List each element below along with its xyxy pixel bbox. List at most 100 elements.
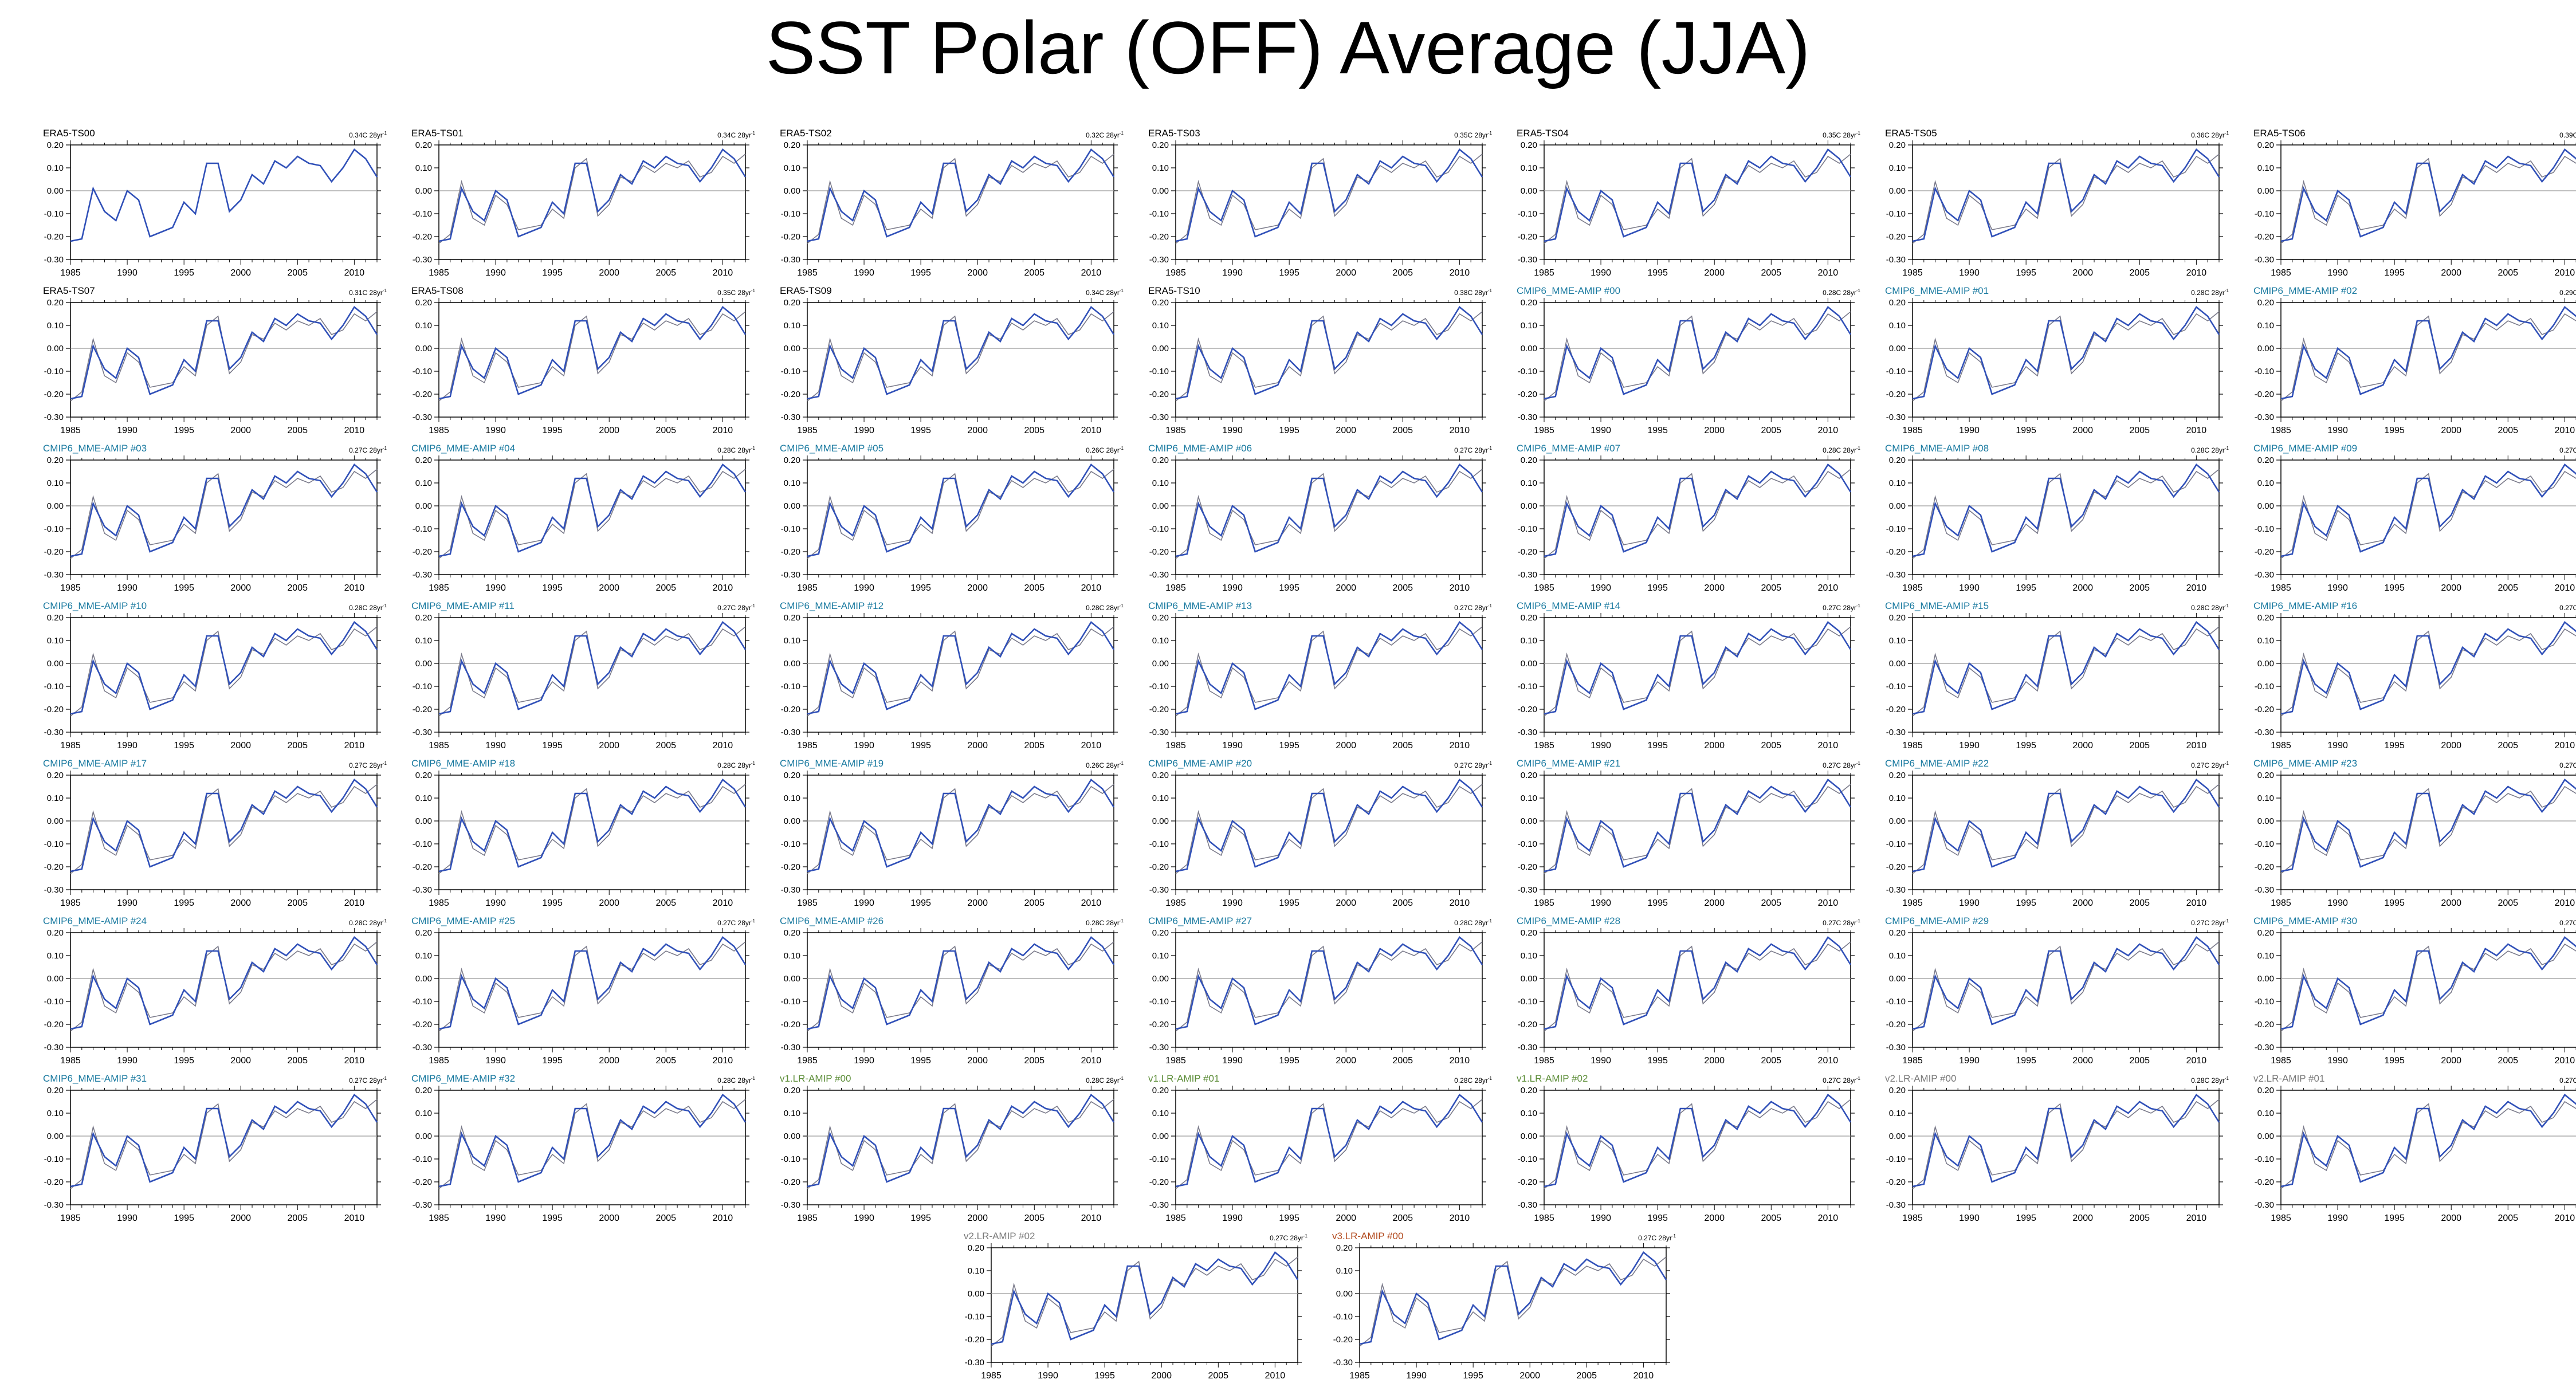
y-tick-label: -0.30 (44, 1043, 64, 1052)
y-tick-label: 0.00 (415, 501, 432, 511)
panel-trend: 0.32C 28yr-1 (1086, 131, 1124, 139)
x-tick-label: 2005 (1761, 426, 1781, 435)
plot-frame (2280, 1090, 2576, 1205)
y-tick-label: 0.00 (47, 659, 64, 669)
series-line-reference (1175, 1099, 1483, 1189)
x-tick-label: 1985 (2271, 583, 2291, 593)
x-tick-label: 1995 (2016, 1056, 2036, 1066)
x-tick-label: 2010 (1081, 1056, 1102, 1066)
x-tick-label: 2010 (1450, 426, 1470, 435)
y-tick-label: 0.00 (2257, 1131, 2274, 1141)
x-tick-label: 2010 (1081, 426, 1102, 435)
y-tick-label: -0.20 (781, 1020, 800, 1030)
chart-panel: -0.30 -0.20 -0.10 0.00 0.10 0.20 1985 1990 1995 2… (406, 443, 755, 599)
x-tick-label: 1990 (117, 583, 138, 593)
y-tick-label: -0.30 (2255, 1200, 2274, 1210)
x-tick-label: 2000 (967, 1213, 988, 1223)
y-tick-label: 0.00 (47, 974, 64, 984)
chart-panel: -0.30 -0.20 -0.10 0.00 0.10 0.20 1985 1990 1995 2… (37, 443, 387, 599)
chart-panel: -0.30 -0.20 -0.10 0.00 0.10 0.20 1985 1990 1995 2… (1511, 758, 1860, 914)
chart-panel: -0.30 -0.20 -0.10 0.00 0.10 0.20 1985 1990 1995 2… (1511, 1073, 1860, 1229)
panel-plot: -0.30 -0.20 -0.10 0.00 0.10 0.20 1985 1990 1995 2… (1149, 613, 1486, 750)
series-line-main (70, 148, 378, 242)
panel-label: CMIP6_MME-AMIP #31 (43, 1073, 147, 1084)
panel-trend: 0.28C 28yr-1 (717, 1076, 755, 1084)
series-line-main (1175, 148, 1483, 242)
y-tick-label: 0.20 (784, 140, 800, 150)
x-tick-label: 2005 (1761, 1213, 1781, 1223)
x-tick-label: 1985 (1534, 1213, 1554, 1223)
trend-exponent: -1 (751, 1076, 755, 1081)
y-tick-label: -0.20 (44, 390, 64, 399)
panel-label: CMIP6_MME-AMIP #00 (1517, 285, 1621, 296)
x-tick-label: 2010 (1818, 1213, 1839, 1223)
x-tick-label: 2000 (599, 426, 619, 435)
series-line-main (1912, 148, 2220, 242)
x-tick-label: 1990 (117, 426, 138, 435)
panel-plot: -0.30 -0.20 -0.10 0.00 0.10 0.20 1985 1990 1995 2… (44, 928, 381, 1066)
y-tick-label: 0.00 (784, 659, 800, 669)
panel-trend: 0.31C 28yr-1 (349, 288, 387, 297)
y-tick-label: -0.10 (965, 1312, 984, 1322)
series-line-reference (70, 469, 378, 559)
y-tick-label: -0.20 (1149, 1020, 1169, 1030)
trend-exponent: -1 (1487, 446, 1492, 451)
x-tick-label: 1995 (542, 426, 563, 435)
series-line-main (1912, 779, 2220, 873)
x-tick-label: 2005 (2498, 741, 2518, 750)
chart-panel: -0.30 -0.20 -0.10 0.00 0.10 0.20 1985 1990 1995 2… (1511, 443, 1860, 599)
y-tick-label: 0.00 (47, 501, 64, 511)
y-tick-label: -0.20 (413, 862, 432, 872)
y-tick-label: 0.10 (2257, 636, 2274, 646)
x-tick-label: 2005 (2129, 583, 2150, 593)
y-tick-label: -0.20 (1333, 1335, 1353, 1345)
series-line-main (2280, 306, 2576, 400)
series-line-reference (807, 469, 1114, 559)
y-tick-label: -0.10 (781, 682, 800, 691)
y-tick-label: -0.20 (44, 232, 64, 242)
x-tick-label: 2005 (287, 1056, 308, 1066)
x-tick-label: 2000 (230, 268, 251, 278)
y-tick-label: -0.20 (1149, 705, 1169, 714)
plot-frame (70, 1090, 378, 1205)
series-line-reference (1544, 941, 1851, 1032)
x-tick-label: 1985 (1902, 583, 1923, 593)
y-tick-label: -0.10 (1149, 839, 1169, 849)
x-tick-label: 1985 (429, 741, 449, 750)
panel-label: CMIP6_MME-AMIP #22 (1885, 758, 1989, 769)
plot-frame (438, 932, 746, 1048)
series-line-reference (70, 1099, 378, 1189)
x-tick-label: 2000 (230, 426, 251, 435)
x-tick-label: 2010 (1450, 1213, 1470, 1223)
series-line-main (1544, 148, 1852, 242)
y-tick-label: 0.10 (47, 793, 64, 803)
x-tick-label: 1990 (485, 426, 506, 435)
x-tick-label: 1990 (1038, 1371, 1058, 1381)
x-tick-label: 1995 (2384, 583, 2405, 593)
x-tick-label: 2010 (344, 898, 365, 908)
x-tick-label: 2005 (655, 1213, 676, 1223)
y-tick-label: -0.10 (1886, 682, 1906, 691)
panel-plot: -0.30 -0.20 -0.10 0.00 0.10 0.20 1985 1990 1995 2… (965, 1243, 1302, 1381)
x-tick-label: 1995 (2384, 741, 2405, 750)
x-tick-label: 2000 (1336, 583, 1356, 593)
y-tick-label: 0.20 (784, 455, 800, 465)
trend-exponent: -1 (751, 918, 755, 924)
x-tick-label: 1985 (60, 898, 81, 908)
panel-plot: -0.30 -0.20 -0.10 0.00 0.10 0.20 1985 1990 1995 2… (44, 613, 381, 750)
x-tick-label: 1990 (485, 1213, 506, 1223)
panel-plot: -0.30 -0.20 -0.10 0.00 0.10 0.20 1985 1990 1995 2… (1518, 140, 1855, 278)
chart-panel: -0.30 -0.20 -0.10 0.00 0.10 0.20 1985 1990 1995 2… (1142, 1073, 1492, 1229)
series-line-reference (1912, 311, 2220, 402)
y-tick-label: 0.00 (47, 1131, 64, 1141)
chart-panel: -0.30 -0.20 -0.10 0.00 0.10 0.20 1985 1990 1995 2… (774, 758, 1124, 914)
y-tick-label: 0.10 (1889, 636, 1906, 646)
y-tick-label: -0.20 (1518, 390, 1537, 399)
x-tick-label: 1985 (1534, 1056, 1554, 1066)
y-tick-label: -0.10 (781, 839, 800, 849)
y-tick-label: 0.20 (47, 298, 64, 308)
panel-plot: -0.30 -0.20 -0.10 0.00 0.10 0.20 1985 1990 1995 2… (413, 1086, 749, 1223)
plot-frame (807, 302, 1114, 418)
x-tick-label: 1990 (1959, 426, 1980, 435)
x-tick-label: 2005 (2498, 898, 2518, 908)
